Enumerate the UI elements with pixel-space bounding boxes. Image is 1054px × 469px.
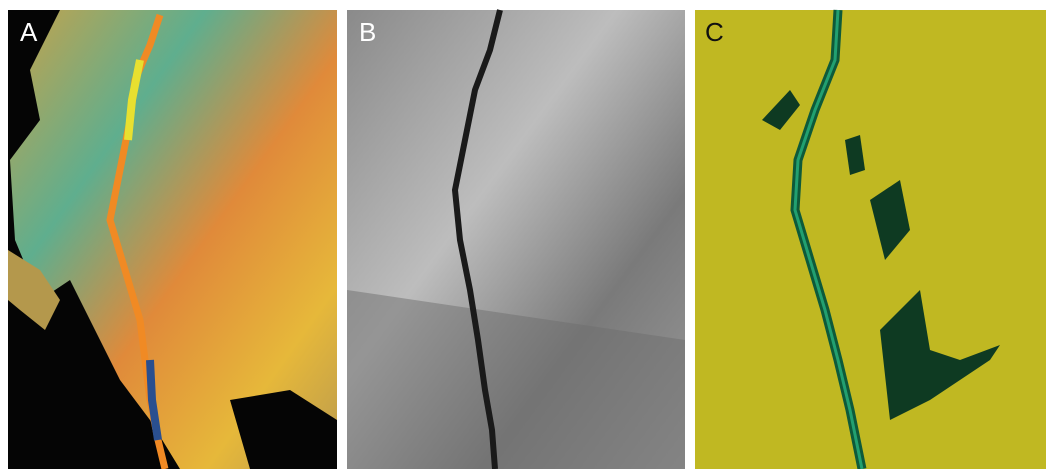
panel-label: C [705,17,724,47]
panel-a: A [8,10,337,469]
panel-b: B [347,10,685,469]
panel-c: C [695,10,1046,469]
panel-label: A [20,17,38,47]
panel-label: B [359,17,376,47]
figure: A B C [0,0,1054,469]
panel-c-background [695,10,1046,469]
